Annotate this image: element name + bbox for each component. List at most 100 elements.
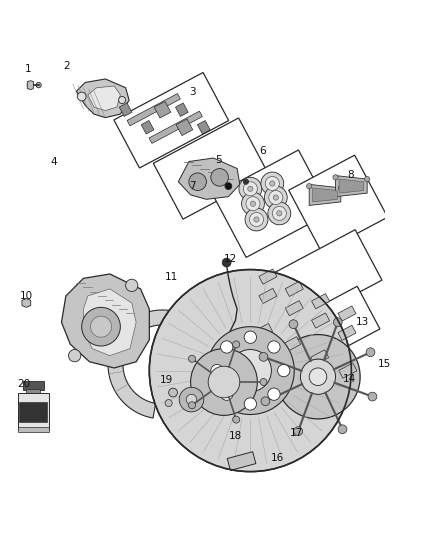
Text: 2: 2 [63,61,70,71]
Circle shape [265,186,287,209]
Polygon shape [23,381,44,390]
Polygon shape [114,72,229,168]
Polygon shape [26,389,40,396]
Circle shape [188,356,195,362]
Polygon shape [311,294,330,309]
Text: 12: 12 [224,254,237,264]
Circle shape [189,173,206,190]
Circle shape [208,366,240,398]
Polygon shape [198,120,210,134]
Polygon shape [285,281,303,296]
Circle shape [244,182,258,196]
Circle shape [364,176,370,182]
Polygon shape [227,451,256,471]
Circle shape [82,308,120,346]
Text: 1: 1 [25,64,31,74]
Text: 4: 4 [50,157,57,167]
Polygon shape [154,101,171,118]
Polygon shape [18,393,49,430]
Circle shape [269,190,283,205]
Circle shape [165,400,172,407]
Polygon shape [18,427,49,432]
Text: 18: 18 [228,432,242,441]
Polygon shape [108,310,190,418]
Polygon shape [285,301,303,316]
Circle shape [366,348,375,357]
Polygon shape [22,298,31,308]
Circle shape [191,349,258,415]
Polygon shape [313,188,337,202]
Polygon shape [338,325,356,341]
Text: 19: 19 [160,375,173,385]
Polygon shape [339,363,357,378]
Polygon shape [176,119,193,135]
Circle shape [265,176,279,190]
Text: 20: 20 [18,379,31,389]
Polygon shape [311,313,330,328]
Circle shape [229,350,272,392]
Circle shape [244,398,257,410]
Circle shape [241,192,265,215]
Polygon shape [339,179,364,193]
Circle shape [368,392,377,401]
Circle shape [36,83,41,88]
Circle shape [250,213,264,227]
Polygon shape [309,184,341,205]
Polygon shape [84,289,136,356]
Polygon shape [27,80,33,90]
Circle shape [206,327,294,415]
Circle shape [272,206,286,220]
Polygon shape [61,274,149,368]
Circle shape [259,352,268,361]
Text: 16: 16 [271,453,284,463]
Circle shape [307,183,312,189]
Circle shape [245,208,268,231]
Text: 8: 8 [347,169,353,180]
Circle shape [276,335,360,419]
Polygon shape [88,86,120,110]
Circle shape [289,320,298,328]
Polygon shape [336,175,367,197]
Polygon shape [213,150,332,257]
Polygon shape [19,402,47,422]
Circle shape [211,168,228,186]
Circle shape [248,186,253,191]
Polygon shape [311,350,329,365]
Text: 15: 15 [378,359,391,369]
Text: 10: 10 [19,291,32,301]
Circle shape [119,96,126,103]
Circle shape [169,388,177,397]
Circle shape [273,195,279,200]
Circle shape [27,83,32,88]
Text: 6: 6 [259,146,266,156]
Circle shape [277,211,282,216]
Circle shape [229,391,236,398]
Circle shape [338,185,343,190]
Circle shape [246,197,260,211]
Circle shape [186,394,197,405]
Text: 17: 17 [290,428,303,438]
Polygon shape [149,111,202,143]
Polygon shape [251,230,382,336]
Polygon shape [127,94,180,126]
Text: 11: 11 [165,272,178,281]
Circle shape [268,341,280,353]
Polygon shape [141,120,154,134]
Circle shape [225,183,232,190]
Circle shape [221,341,233,353]
Circle shape [244,179,249,184]
Circle shape [294,427,303,435]
Polygon shape [289,155,388,252]
Polygon shape [76,79,129,118]
Circle shape [179,387,204,412]
Circle shape [233,416,240,423]
Circle shape [309,368,327,385]
Circle shape [254,217,259,222]
Circle shape [251,201,256,206]
Circle shape [333,175,338,180]
Circle shape [270,181,275,186]
Circle shape [126,279,138,292]
Circle shape [261,172,284,195]
Polygon shape [259,288,277,303]
Circle shape [77,92,86,101]
